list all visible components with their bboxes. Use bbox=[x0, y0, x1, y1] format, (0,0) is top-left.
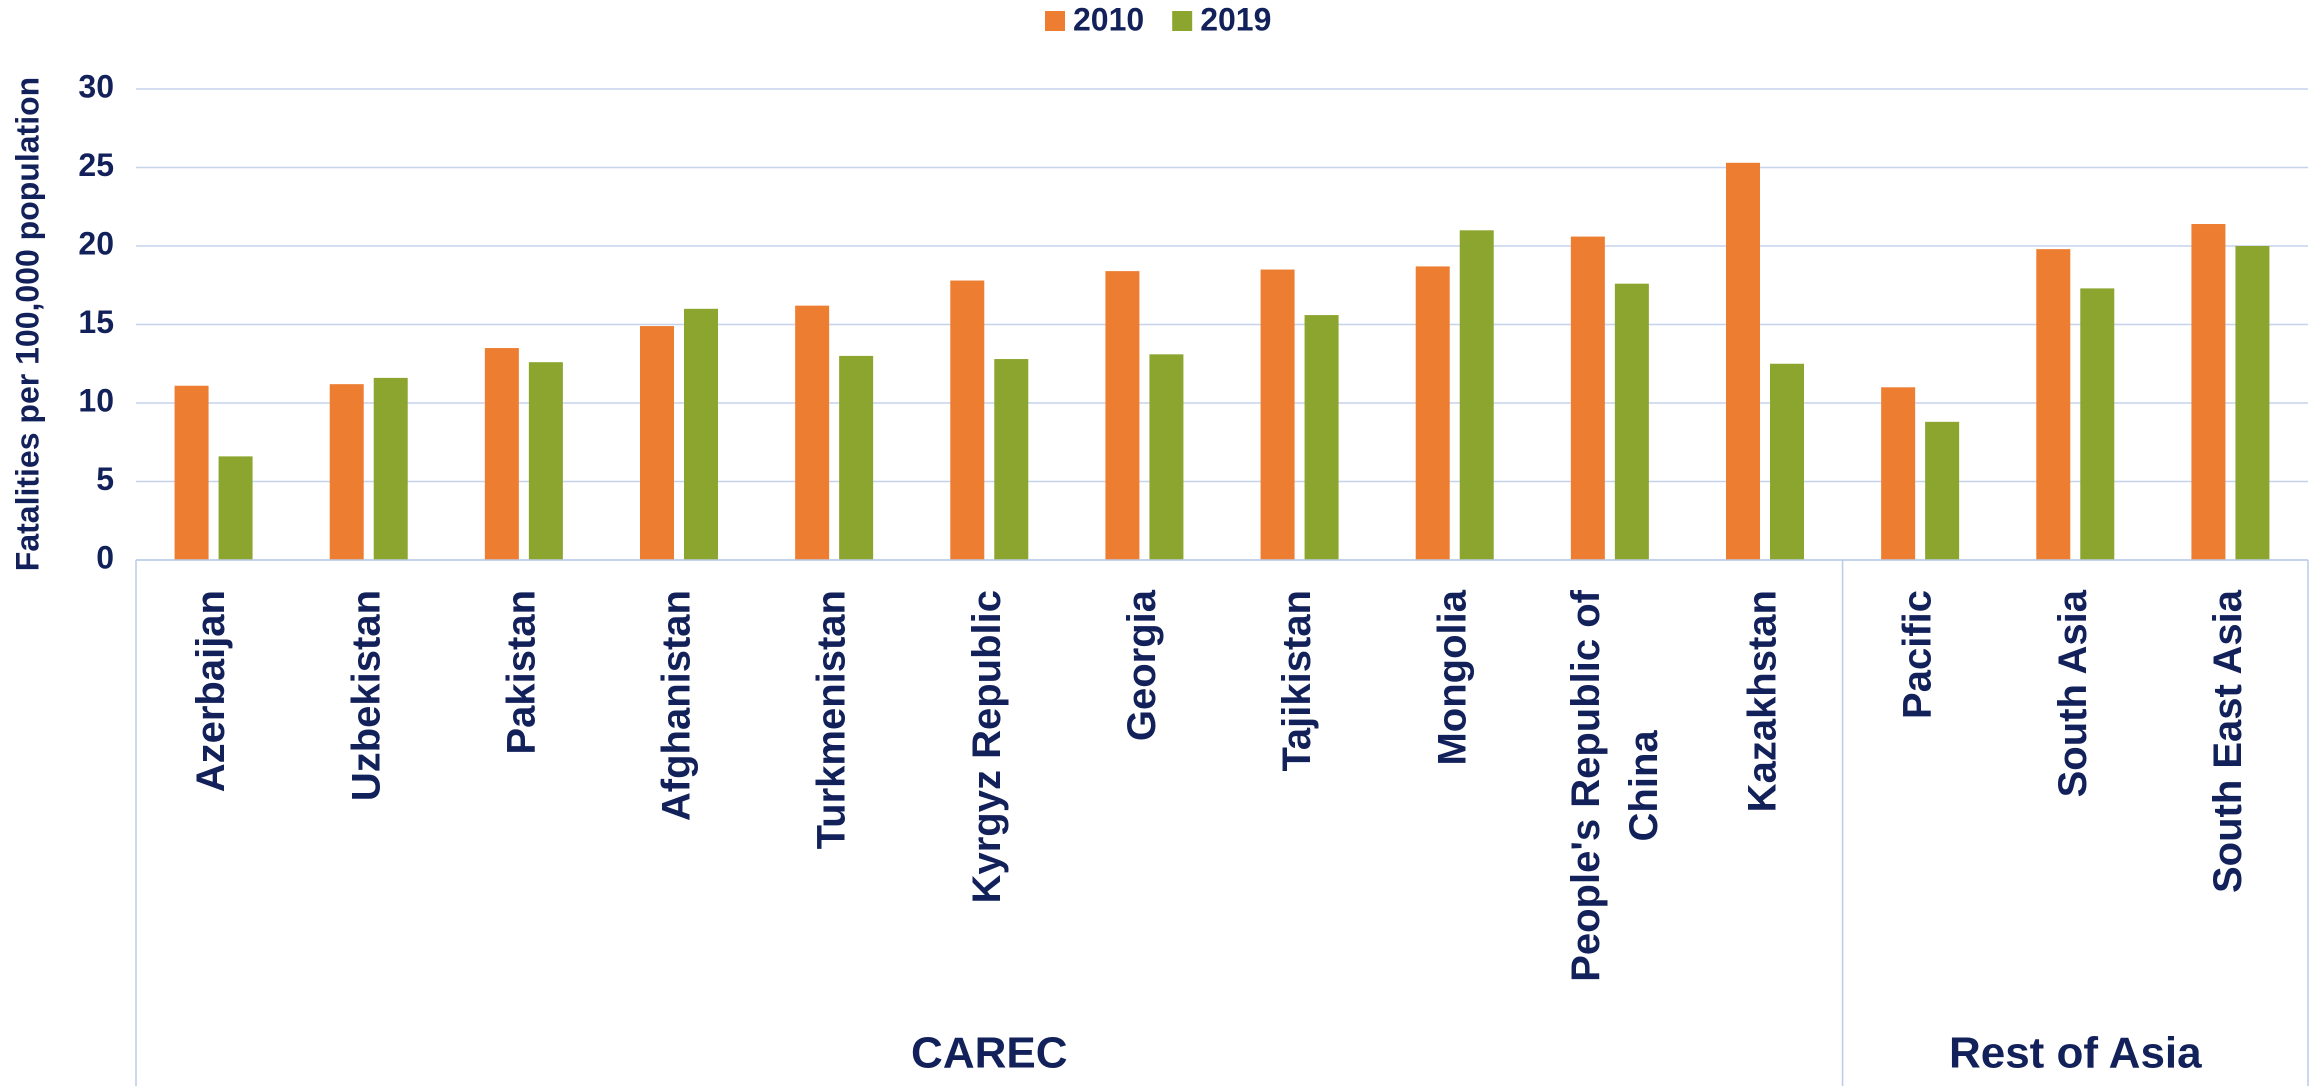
x-tick-label: Pakistan bbox=[499, 590, 543, 755]
x-tick-label: Mongolia bbox=[1430, 589, 1474, 765]
legend-swatch bbox=[1172, 11, 1193, 31]
bar bbox=[2080, 288, 2115, 560]
y-axis-label: Fatalities per 100,000 population bbox=[9, 77, 45, 571]
bar bbox=[484, 348, 519, 560]
x-tick-label: South East Asia bbox=[2206, 589, 2250, 893]
bar bbox=[1881, 387, 1916, 560]
bar bbox=[218, 456, 253, 560]
bar bbox=[2036, 249, 2071, 560]
bar bbox=[684, 308, 718, 560]
bar bbox=[528, 362, 563, 560]
x-tick-label: Azerbaijan bbox=[189, 590, 233, 792]
x-tick-label: People's Republic of China bbox=[1563, 589, 1665, 981]
y-tick-label: 20 bbox=[78, 225, 114, 261]
bar bbox=[1925, 421, 1960, 560]
bar bbox=[174, 385, 209, 560]
x-tick-label: Pacific bbox=[1896, 590, 1940, 719]
y-tick-label: 0 bbox=[96, 539, 114, 575]
x-tick-label-line: China bbox=[1621, 730, 1665, 842]
y-tick-label: 5 bbox=[96, 461, 114, 497]
bar bbox=[1726, 162, 1760, 561]
x-tick-label: Georgia bbox=[1120, 589, 1164, 741]
bar bbox=[1149, 354, 1184, 560]
bar bbox=[994, 359, 1029, 560]
legend-swatch bbox=[1045, 11, 1065, 31]
bar bbox=[1770, 363, 1804, 560]
group-label: CAREC bbox=[911, 1029, 1067, 1078]
legend-label: 2010 bbox=[1073, 1, 1144, 37]
bar bbox=[640, 326, 674, 560]
bar bbox=[1570, 236, 1605, 560]
group-label: Rest of Asia bbox=[1949, 1029, 2202, 1078]
bar bbox=[1415, 266, 1450, 560]
bar bbox=[329, 384, 364, 560]
x-tick-label: Turkmenistan bbox=[810, 590, 854, 849]
x-tick-label: Tajikistan bbox=[1275, 590, 1319, 772]
bar bbox=[1304, 315, 1339, 560]
y-tick-label: 10 bbox=[78, 382, 114, 418]
x-tick-label: Afghanistan bbox=[655, 590, 699, 821]
bar bbox=[1614, 283, 1649, 560]
bar bbox=[1105, 271, 1140, 560]
y-tick-label: 15 bbox=[78, 304, 114, 340]
bar bbox=[950, 280, 985, 560]
bar bbox=[2235, 246, 2270, 560]
bar bbox=[1260, 269, 1295, 560]
y-tick-label: 25 bbox=[78, 147, 114, 183]
bar bbox=[1459, 230, 1494, 561]
x-tick-label: Uzbekistan bbox=[344, 590, 388, 801]
y-tick-label: 30 bbox=[78, 68, 114, 104]
x-tick-label: South Asia bbox=[2051, 589, 2095, 797]
x-tick-label: Kyrgyz Republic bbox=[965, 590, 1009, 903]
x-tick-label-line: People's Republic of bbox=[1563, 589, 1607, 981]
legend-label: 2019 bbox=[1200, 1, 1271, 37]
bar bbox=[839, 355, 874, 560]
bar bbox=[373, 377, 408, 560]
x-tick-label: Kazakhstan bbox=[1741, 590, 1785, 812]
bar bbox=[2191, 224, 2226, 560]
bar bbox=[795, 305, 830, 560]
